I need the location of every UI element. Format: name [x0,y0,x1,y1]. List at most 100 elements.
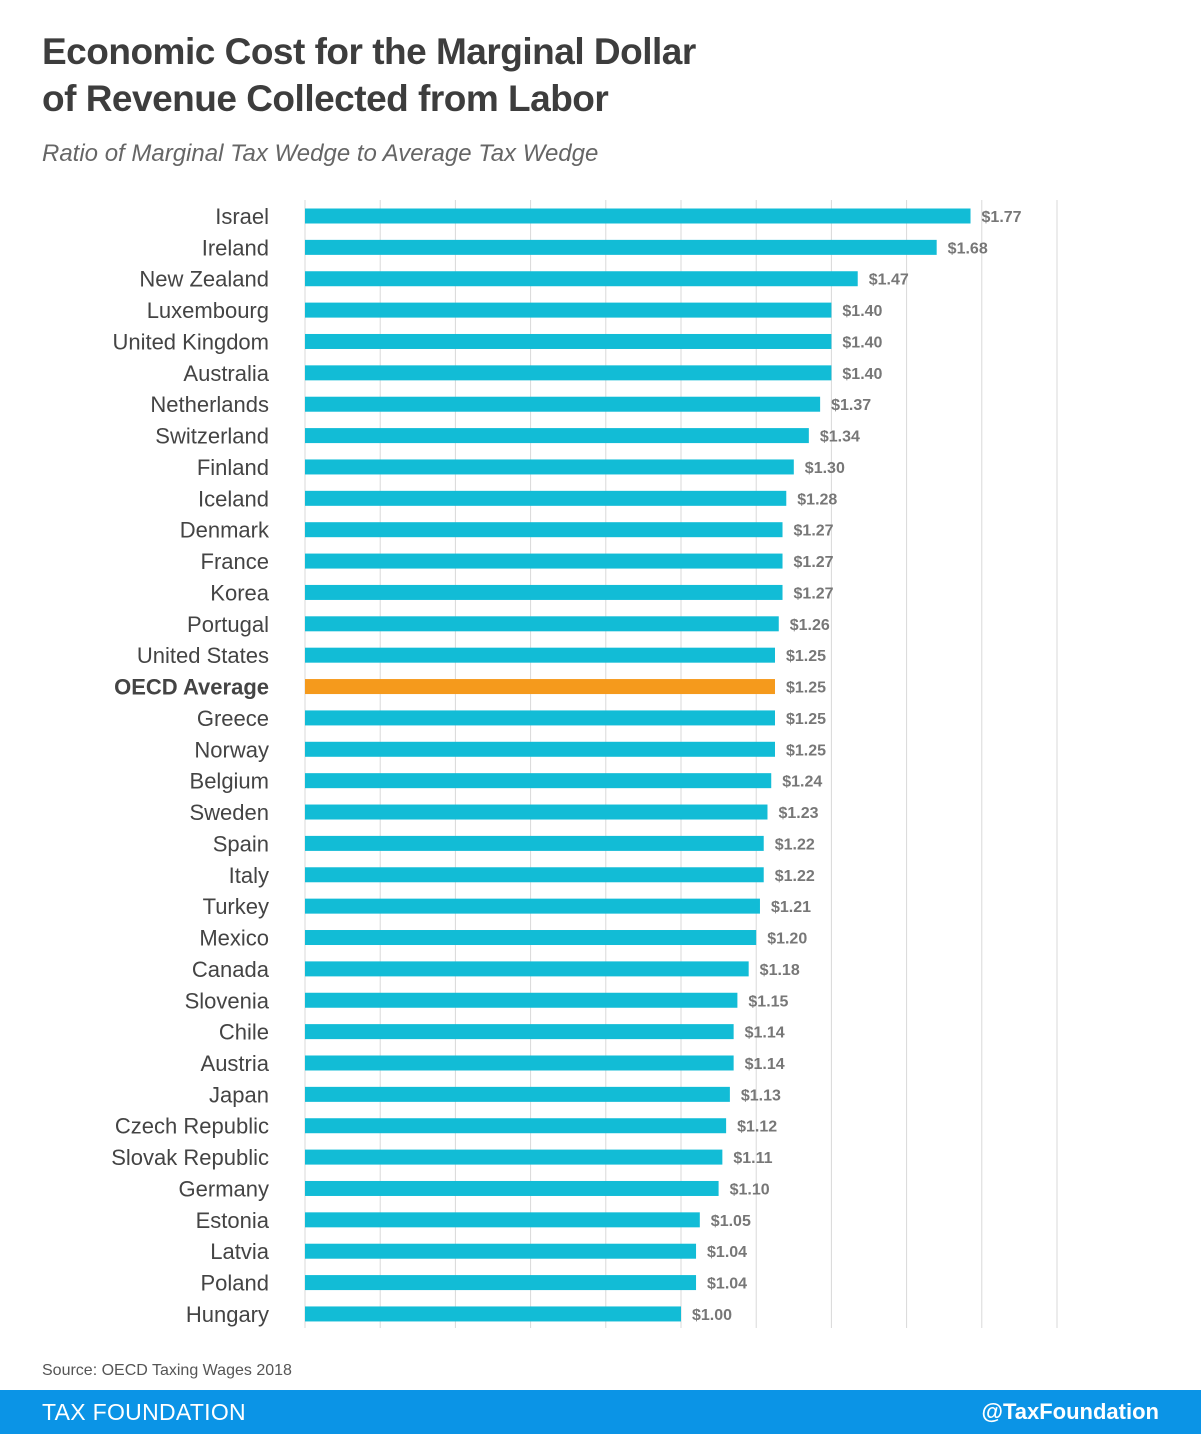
category-label: Japan [209,1082,269,1107]
bar [305,1212,700,1228]
category-label: Israel [215,204,269,229]
data-label: $1.25 [786,680,826,697]
data-label: $1.25 [786,648,826,665]
category-label: Switzerland [155,424,269,449]
category-label: United Kingdom [112,329,269,354]
bar [305,616,779,632]
data-label: $1.10 [730,1181,770,1198]
category-label: Norway [194,737,269,762]
data-label: $1.23 [778,805,818,822]
category-label: United States [137,643,269,668]
bar [305,1055,734,1071]
category-label: Slovenia [185,988,270,1013]
data-label: $1.34 [820,429,860,446]
category-label: Germany [179,1176,269,1201]
category-label: Denmark [180,518,270,543]
bar [305,208,971,224]
footer-handle[interactable]: @TaxFoundation [981,1399,1159,1424]
category-label: Hungary [186,1302,269,1327]
data-label: $1.40 [842,334,882,351]
category-label: Sweden [189,800,269,825]
category-label: Netherlands [150,392,269,417]
category-label: Poland [200,1271,269,1296]
bar [305,365,832,381]
data-label: $1.04 [707,1244,747,1261]
bar [305,804,768,820]
bar [305,1024,734,1040]
bar [305,271,858,287]
chart-subtitle: Ratio of Marginal Tax Wedge to Average T… [42,140,599,167]
category-label: Turkey [203,894,269,919]
category-label: Australia [183,361,269,386]
bar [305,898,760,914]
category-label: Portugal [187,612,269,637]
bar [305,710,775,726]
data-label: $1.20 [767,931,807,948]
data-label: $1.27 [794,554,834,571]
source-note: Source: OECD Taxing Wages 2018 [42,1362,292,1379]
data-label: $1.77 [982,209,1022,226]
bar [305,835,764,851]
data-label: $1.00 [692,1307,732,1324]
bar [305,522,783,538]
bar [305,490,787,506]
data-label: $1.40 [842,366,882,383]
bar [305,930,757,946]
bar [305,333,832,349]
bar [305,459,794,475]
footer-bar: TAX FOUNDATION @TaxFoundation [0,1390,1201,1434]
data-label: $1.27 [794,523,834,540]
bar [305,1180,719,1196]
bar [305,239,937,255]
data-label: $1.05 [711,1213,751,1230]
category-label: Iceland [198,486,269,511]
category-label: Estonia [196,1208,270,1233]
category-label: Belgium [190,769,269,794]
category-label: Greece [197,706,269,731]
data-label: $1.37 [831,397,871,414]
bar [305,961,749,977]
category-label: Latvia [210,1239,269,1264]
category-label: Italy [229,863,269,888]
category-label: Luxembourg [147,298,269,323]
bar [305,1306,681,1322]
category-label: Slovak Republic [111,1145,269,1170]
bar [305,867,764,883]
data-label: $1.14 [745,1056,785,1073]
data-label: $1.47 [869,272,909,289]
category-label: Czech Republic [115,1114,269,1139]
bar [305,1086,730,1102]
data-label: $1.21 [771,899,811,916]
chart-title: Economic Cost for the Marginal Dollar of… [42,28,1142,122]
bar [305,1118,727,1134]
category-label: Mexico [199,926,269,951]
data-label: $1.30 [805,460,845,477]
data-label: $1.13 [741,1087,781,1104]
category-label: France [201,549,269,574]
data-label: $1.27 [794,585,834,602]
category-label: Ireland [202,235,269,260]
category-label: OECD Average [114,675,269,700]
data-label: $1.28 [797,491,837,508]
bar [305,1275,697,1291]
title-line-1: Economic Cost for the Marginal Dollar [42,31,696,72]
category-label: Spain [213,831,269,856]
bar [305,647,775,663]
data-label: $1.18 [760,962,800,979]
category-label: Korea [210,580,269,605]
bar [305,773,772,789]
data-label: $1.26 [790,617,830,634]
data-label: $1.40 [842,303,882,320]
title-line-2: of Revenue Collected from Labor [42,78,609,119]
category-label: Canada [192,957,270,982]
bar [305,396,821,412]
data-label: $1.14 [745,1025,785,1042]
bar [305,553,783,569]
bar [305,428,809,444]
data-label: $1.68 [948,240,988,257]
category-label: Chile [219,1020,269,1045]
bar-chart: Israel $1.77 Ireland $1.68 New Zealand $1.47 L… [111,200,1058,1328]
bar [305,1243,697,1259]
footer-brand: TAX FOUNDATION [42,1399,246,1425]
data-label: $1.22 [775,868,815,885]
